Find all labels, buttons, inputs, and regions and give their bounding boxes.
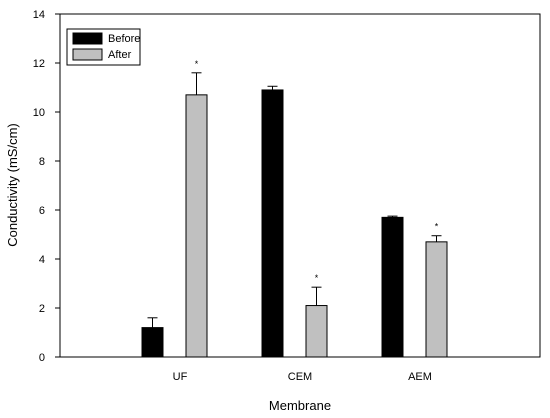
x-tick-label: UF <box>173 371 188 383</box>
significance-marker: * <box>315 273 319 283</box>
legend-swatch-before <box>72 32 103 45</box>
significance-annotations: * * * <box>195 59 439 283</box>
significance-marker: * <box>435 222 439 232</box>
y-tick-label: 14 <box>33 9 45 21</box>
bar-before-cem <box>261 89 284 358</box>
bar-before-aem <box>381 216 404 358</box>
y-tick-label: 0 <box>39 352 45 364</box>
bar-after-aem <box>425 241 448 358</box>
legend: Before After <box>66 28 141 66</box>
x-tick-label: AEM <box>408 371 432 383</box>
y-tick-label: 12 <box>33 58 45 70</box>
bar-after-cem <box>305 305 328 358</box>
x-tick-label: CEM <box>288 371 312 383</box>
y-tick-label: 6 <box>39 205 45 217</box>
legend-swatch-after <box>72 48 103 61</box>
y-tick-label: 10 <box>33 107 45 119</box>
y-axis-label: Conductivity (mS/cm) <box>5 123 20 247</box>
legend-label-after: After <box>108 49 132 61</box>
bar-before-uf <box>141 327 164 358</box>
x-axis-label: Membrane <box>269 398 331 413</box>
x-axis: UF CEM AEM <box>173 371 432 383</box>
y-tick-label: 2 <box>39 303 45 315</box>
plot-area-frame <box>59 13 541 358</box>
legend-label-before: Before <box>108 33 140 45</box>
bar-after-uf <box>185 94 208 358</box>
bars-group <box>141 72 448 358</box>
y-axis: 0 2 4 6 8 10 12 14 <box>33 9 60 364</box>
y-tick-label: 8 <box>39 156 45 168</box>
y-tick-label: 4 <box>39 254 45 266</box>
significance-marker: * <box>195 59 199 69</box>
